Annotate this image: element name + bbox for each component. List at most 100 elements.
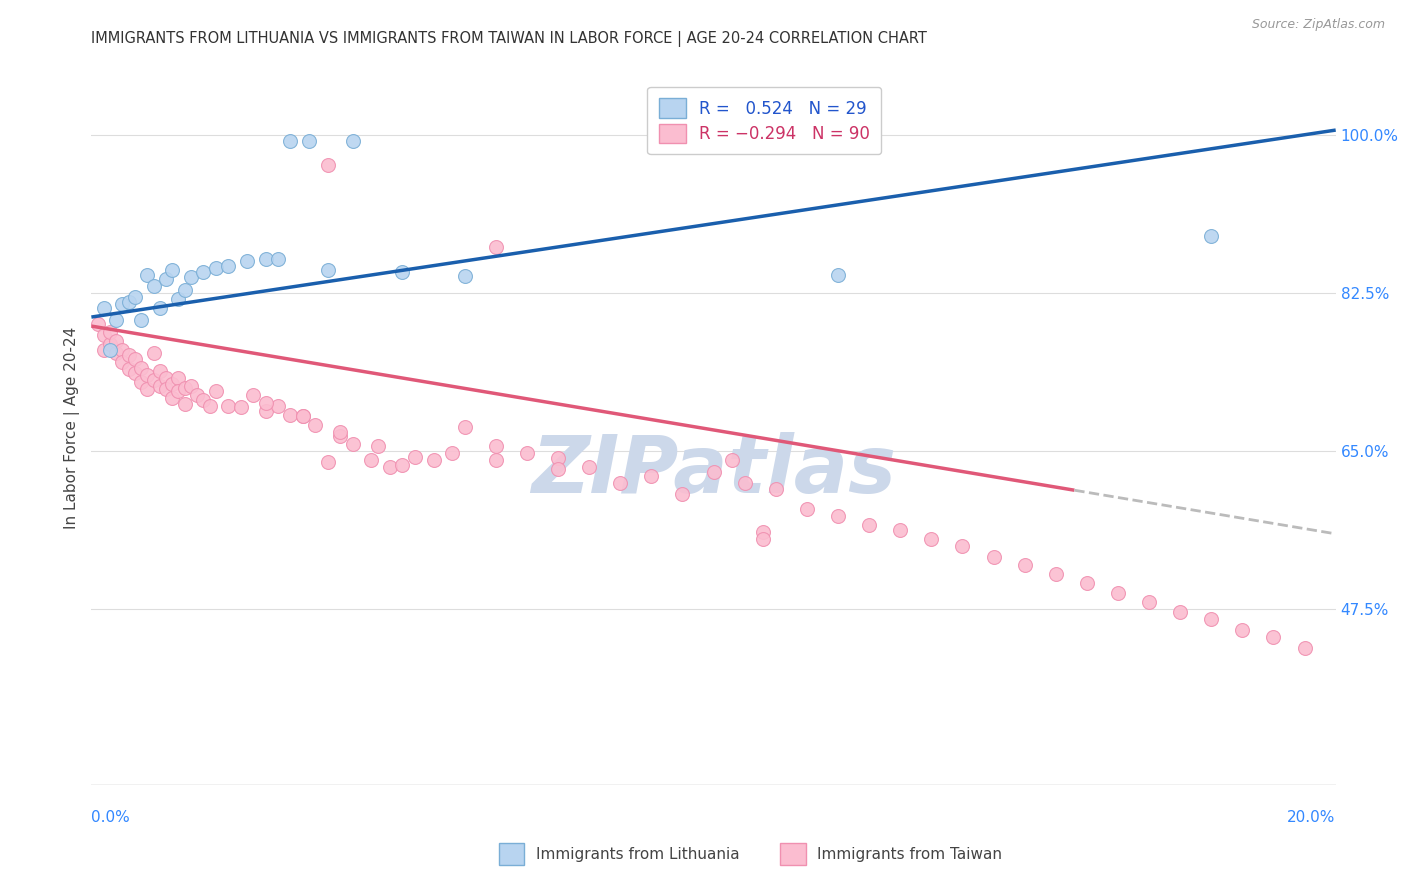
Point	[193, 393, 215, 408]
Point	[136, 268, 159, 282]
Text: IMMIGRANTS FROM LITHUANIA VS IMMIGRANTS FROM TAIWAN IN LABOR FORCE | AGE 20-24 C: IMMIGRANTS FROM LITHUANIA VS IMMIGRANTS …	[91, 31, 928, 47]
Point	[342, 436, 364, 450]
Point	[111, 297, 134, 311]
Point	[136, 368, 159, 382]
Point	[329, 429, 352, 443]
Point	[162, 376, 184, 391]
Text: ZIPatlas: ZIPatlas	[531, 432, 896, 510]
Point	[1137, 595, 1160, 609]
Point	[858, 517, 880, 532]
Point	[404, 450, 426, 464]
Point	[827, 268, 849, 282]
Point	[267, 252, 290, 267]
Point	[422, 452, 444, 467]
Point	[198, 399, 221, 413]
Point	[367, 439, 389, 453]
Point	[453, 420, 475, 434]
Point	[796, 501, 818, 516]
Point	[124, 290, 146, 304]
Point	[1232, 623, 1254, 637]
Point	[217, 399, 239, 413]
Text: 0.0%: 0.0%	[91, 811, 131, 825]
Point	[516, 445, 538, 459]
Point	[734, 476, 756, 491]
Point	[342, 134, 364, 148]
Point	[162, 392, 184, 406]
Point	[142, 279, 165, 293]
Point	[752, 533, 775, 547]
Point	[1107, 586, 1129, 600]
Point	[316, 263, 339, 277]
Point	[162, 263, 184, 277]
Point	[129, 375, 152, 389]
Point	[360, 452, 382, 467]
Point	[111, 355, 134, 369]
Point	[167, 371, 190, 385]
Point	[186, 388, 208, 402]
Point	[180, 378, 202, 392]
Legend: R =   0.524   N = 29, R = −0.294   N = 90: R = 0.524 N = 29, R = −0.294 N = 90	[647, 87, 882, 154]
Point	[193, 265, 215, 279]
Point	[391, 265, 413, 279]
Point	[105, 346, 128, 360]
Point	[485, 239, 508, 253]
Point	[205, 261, 228, 276]
Point	[86, 318, 108, 332]
Point	[93, 301, 115, 315]
Point	[267, 399, 290, 413]
Point	[229, 401, 252, 415]
Point	[236, 254, 259, 268]
Point	[920, 533, 942, 547]
Point	[983, 550, 1005, 565]
Text: 20.0%: 20.0%	[1288, 811, 1336, 825]
Bar	[499, 843, 524, 865]
Text: Source: ZipAtlas.com: Source: ZipAtlas.com	[1251, 18, 1385, 31]
Point	[155, 382, 177, 396]
Point	[298, 134, 321, 148]
Point	[1014, 558, 1036, 572]
Point	[242, 388, 264, 402]
Point	[98, 337, 121, 351]
Point	[485, 452, 508, 467]
Point	[254, 396, 277, 410]
Point	[155, 371, 177, 385]
Point	[173, 380, 195, 394]
Point	[1263, 630, 1285, 644]
Point	[453, 269, 475, 284]
Point	[485, 439, 508, 453]
Point	[124, 351, 146, 366]
Point	[702, 466, 725, 480]
Bar	[780, 843, 806, 865]
Point	[329, 425, 352, 439]
Point	[640, 469, 662, 483]
Point	[1076, 575, 1098, 590]
Point	[547, 462, 569, 476]
Point	[142, 346, 165, 360]
Point	[1201, 612, 1223, 626]
Point	[118, 294, 141, 309]
Point	[180, 270, 202, 285]
Point	[578, 460, 600, 475]
Point	[105, 312, 128, 326]
Point	[609, 476, 631, 491]
Point	[304, 418, 326, 433]
Point	[254, 252, 277, 267]
Point	[291, 409, 314, 424]
Point	[149, 378, 172, 392]
Point	[93, 343, 115, 357]
Point	[173, 283, 195, 297]
Point	[98, 343, 121, 357]
Point	[1168, 605, 1191, 619]
Point	[950, 540, 973, 554]
Point	[217, 259, 239, 273]
Point	[149, 301, 172, 315]
Y-axis label: In Labor Force | Age 20-24: In Labor Force | Age 20-24	[65, 327, 80, 529]
Point	[118, 348, 141, 362]
Point	[111, 343, 134, 357]
Point	[98, 325, 121, 339]
Point	[1294, 640, 1316, 655]
Point	[93, 328, 115, 343]
Point	[105, 334, 128, 348]
Text: Immigrants from Taiwan: Immigrants from Taiwan	[817, 847, 1002, 862]
Point	[155, 272, 177, 286]
